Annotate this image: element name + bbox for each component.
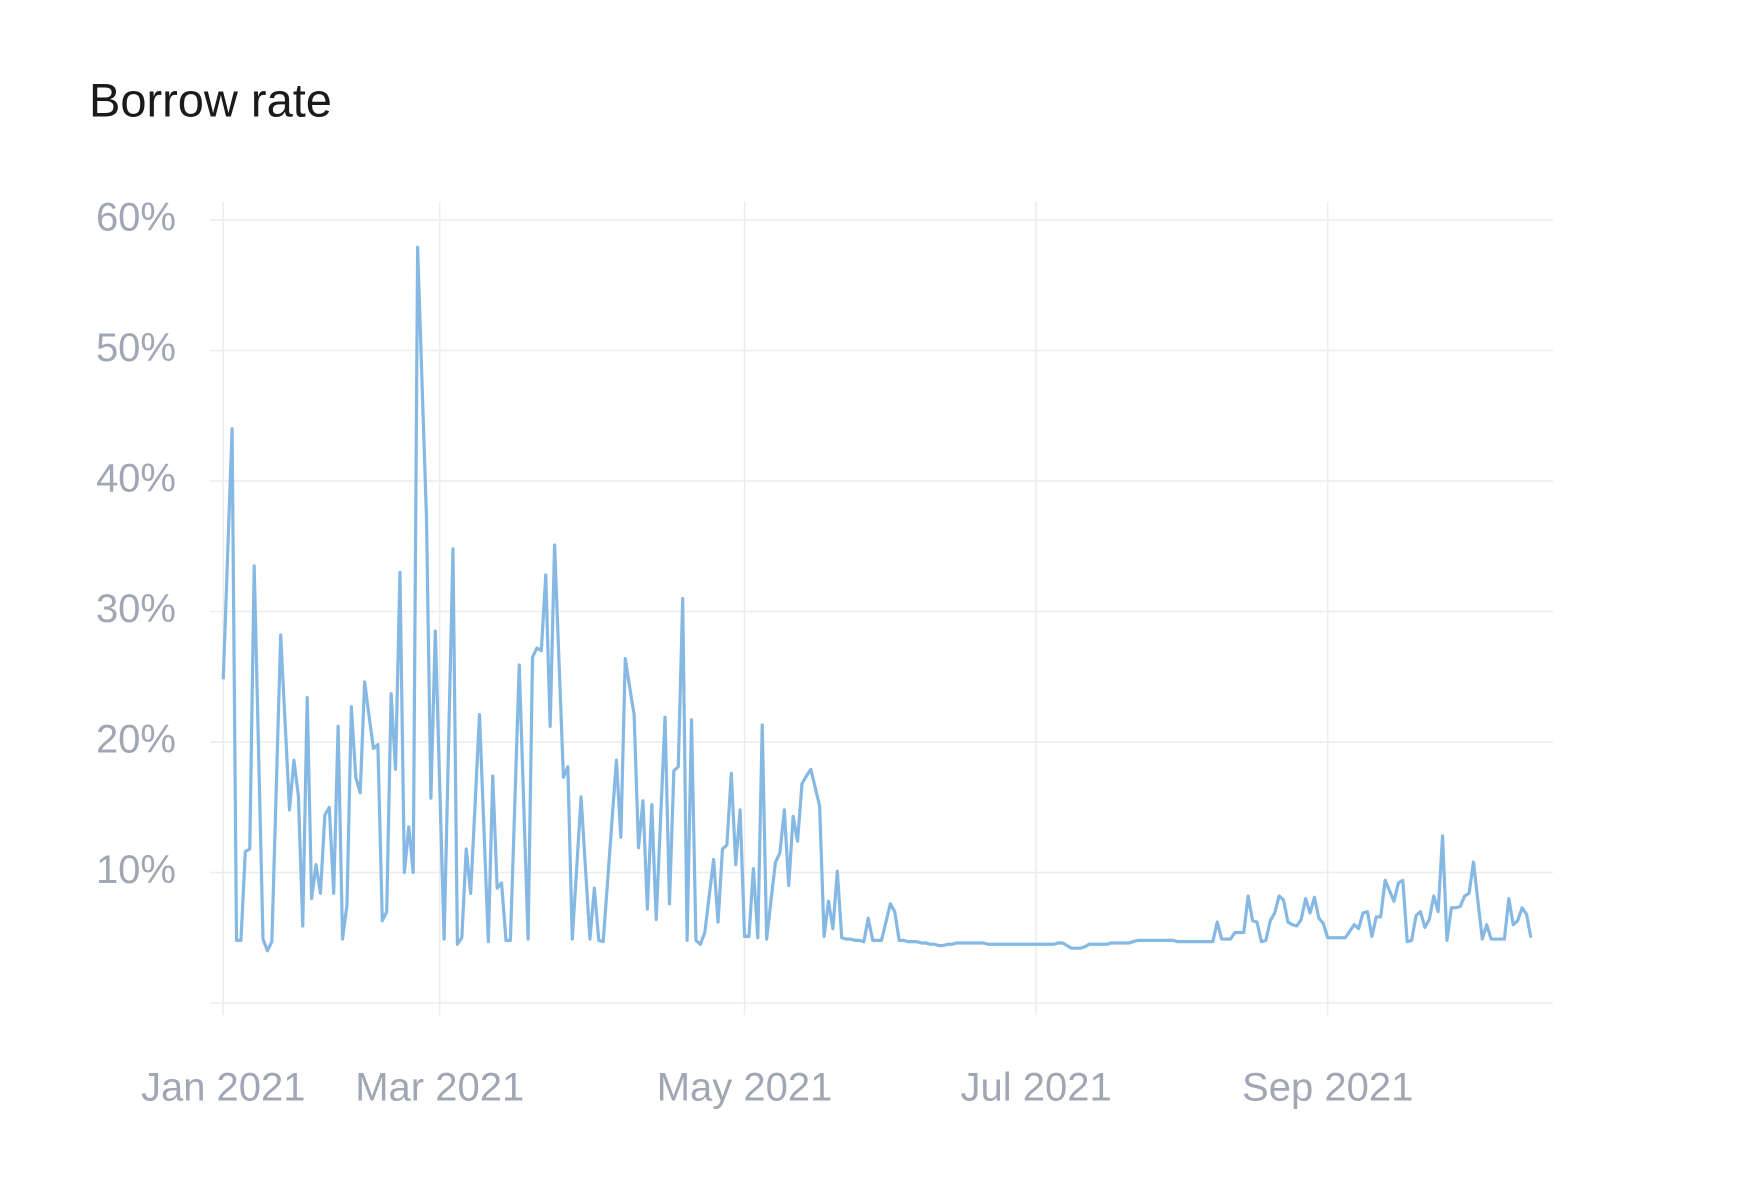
x-tick-label: May 2021	[657, 1066, 833, 1110]
x-tick-label: Mar 2021	[355, 1066, 524, 1110]
chart-title: Borrow rate	[89, 73, 332, 126]
y-tick-label: 10%	[96, 848, 176, 892]
x-tick-label: Jul 2021	[961, 1066, 1112, 1110]
data-line	[221, 245, 1533, 953]
y-tick-label: 50%	[96, 326, 176, 370]
y-tick-label: 20%	[96, 718, 176, 762]
y-tick-label: 30%	[96, 587, 176, 631]
y-tick-label: 60%	[96, 196, 176, 240]
x-tick-label: Jan 2021	[141, 1066, 306, 1110]
y-tick-label: 40%	[96, 457, 176, 501]
x-tick-label: Sep 2021	[1242, 1066, 1413, 1110]
